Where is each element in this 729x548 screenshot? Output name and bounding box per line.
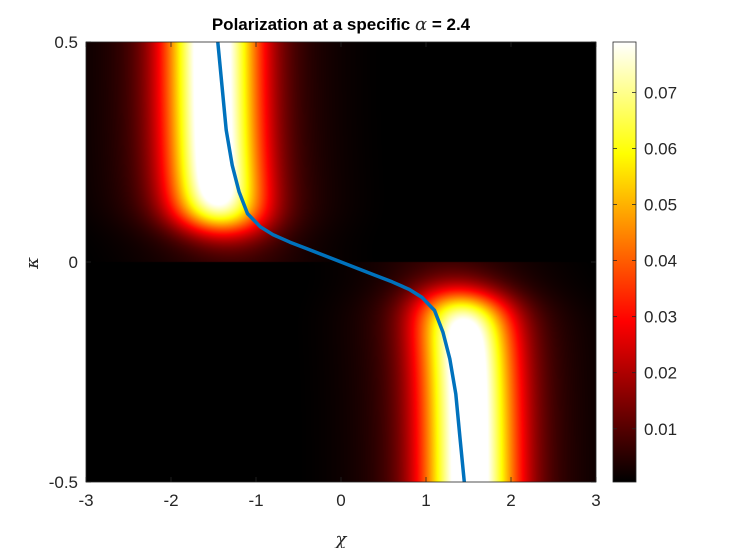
- y-tick-label: 0.5: [54, 33, 78, 52]
- chart-title: Polarization at a specific α = 2.4: [212, 14, 471, 35]
- colorbar-tick-label: 0.04: [644, 252, 677, 271]
- x-tick-label: 2: [506, 491, 515, 510]
- y-axis-label: κ: [22, 257, 43, 270]
- x-tick-label: -3: [78, 491, 93, 510]
- y-tick-label: 0: [69, 253, 78, 272]
- x-tick-label: 1: [421, 491, 430, 510]
- colorbar-tick-label: 0.06: [644, 139, 677, 158]
- y-tick-label: -0.5: [49, 473, 78, 492]
- colorbar-ticks: 0.01 0.02 0.03 0.04 0.05 0.06 0.07: [613, 83, 677, 439]
- colorbar-tick-label: 0.01: [644, 420, 677, 439]
- colorbar-tick-label: 0.02: [644, 364, 677, 383]
- colorbar-tick-label: 0.05: [644, 196, 677, 215]
- x-axis: -3 -2 -1 0 1 2 3: [78, 42, 601, 510]
- x-tick-label: 3: [591, 491, 600, 510]
- x-tick-label: -2: [163, 491, 178, 510]
- y-axis: -0.5 0 0.5: [49, 33, 596, 492]
- polarization-curve: [216, 41, 467, 483]
- colorbar-tick-label: 0.07: [644, 83, 677, 102]
- x-tick-label: 0: [336, 491, 345, 510]
- colorbar-gradient: [612, 41, 637, 483]
- colorbar: 0.01 0.02 0.03 0.04 0.05 0.06 0.07: [612, 41, 677, 483]
- x-axis-label: χ: [334, 529, 348, 548]
- x-tick-label: -1: [248, 491, 263, 510]
- plot-area: [85, 41, 597, 483]
- colorbar-tick-label: 0.03: [644, 308, 677, 327]
